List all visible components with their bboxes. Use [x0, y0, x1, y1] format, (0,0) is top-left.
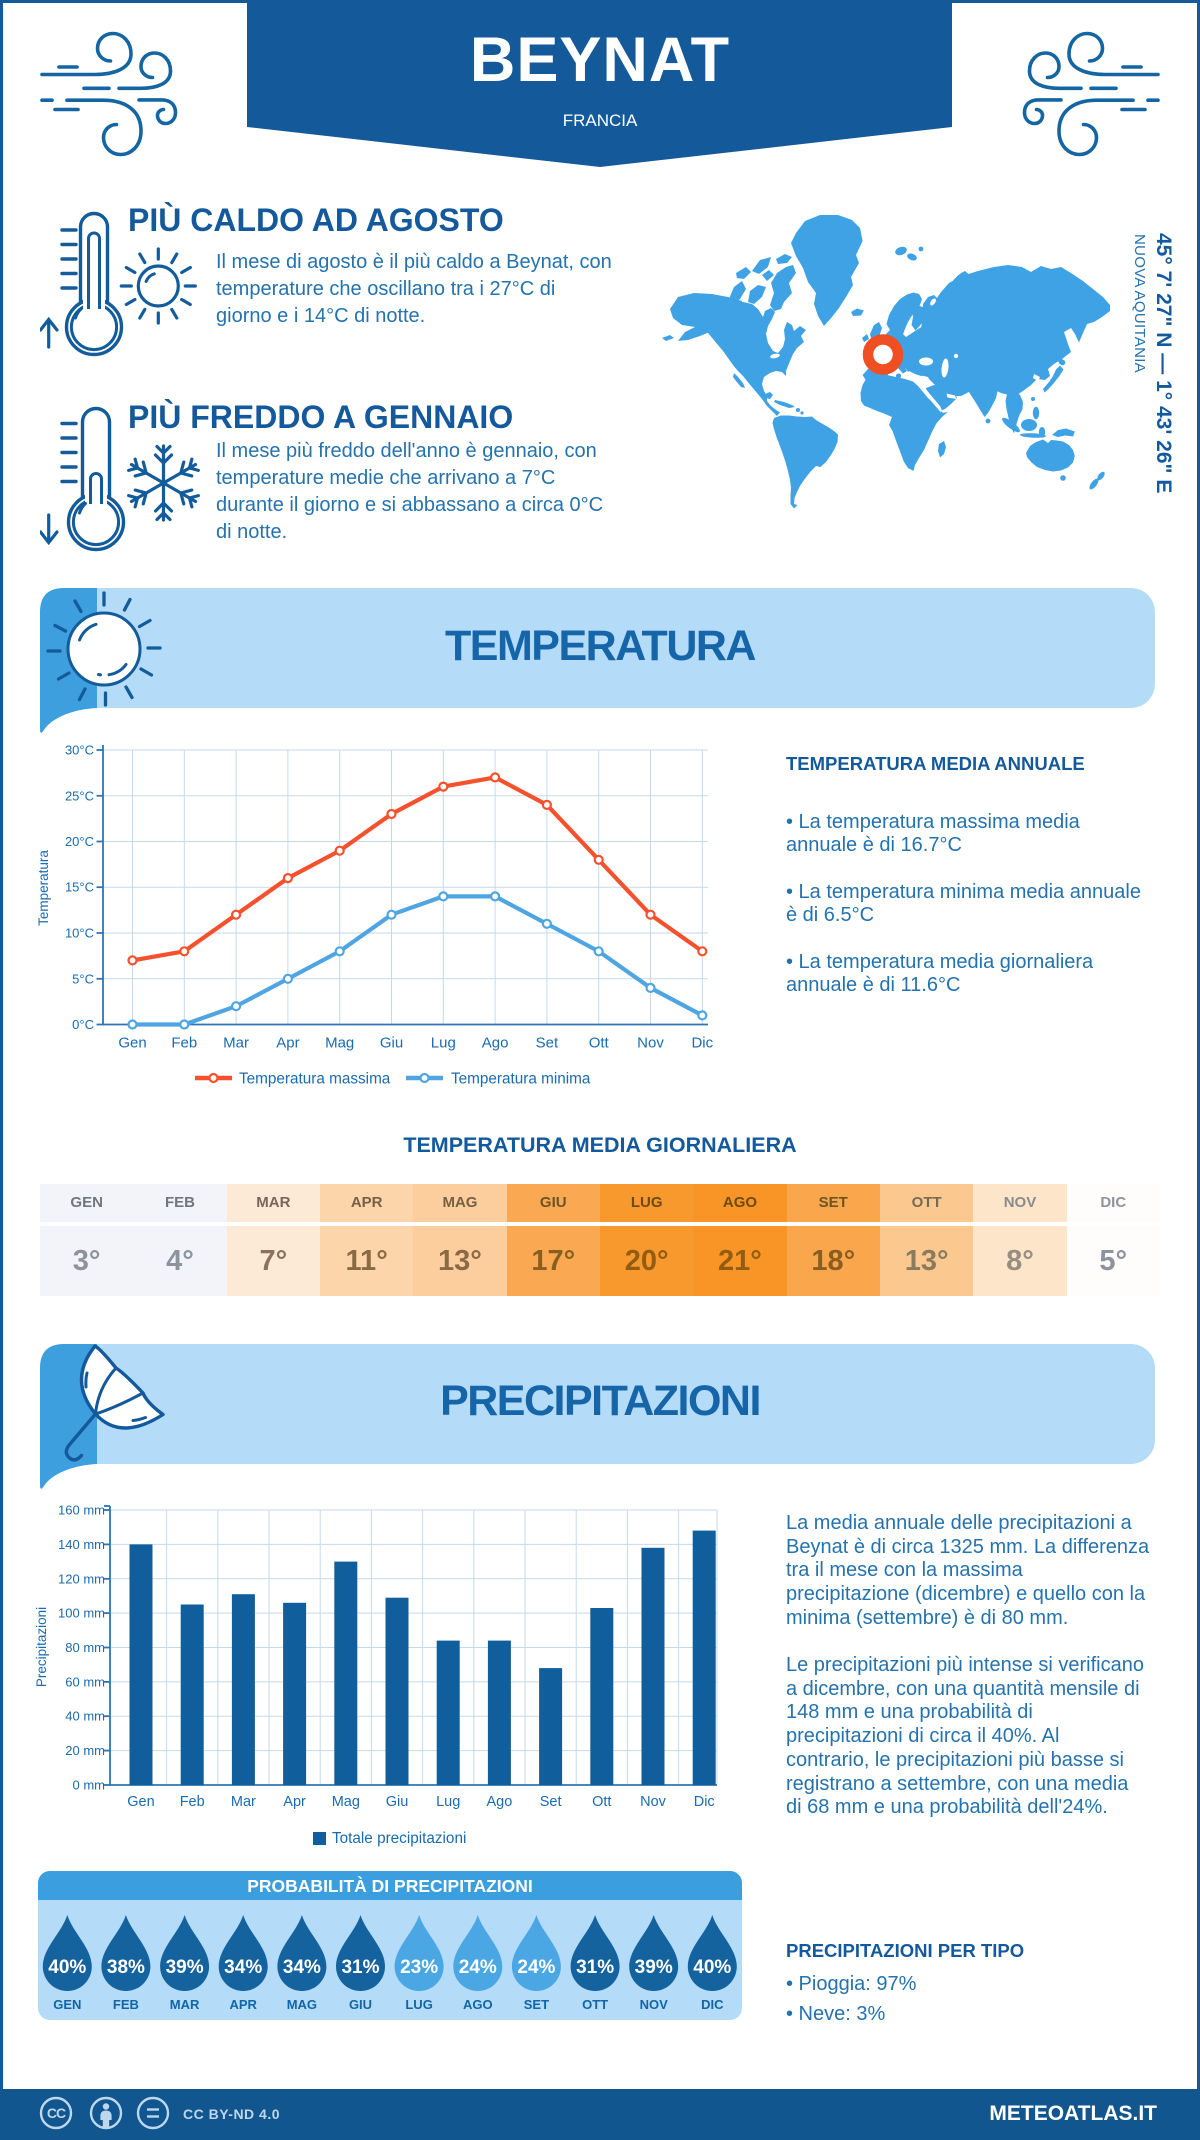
svg-text:Ott: Ott: [589, 1035, 610, 1052]
svg-text:CC: CC: [47, 2105, 66, 2121]
svg-text:Mar: Mar: [223, 1035, 249, 1052]
svg-text:31%: 31%: [576, 1957, 614, 1978]
svg-text:20 mm: 20 mm: [65, 1743, 105, 1758]
svg-text:0 mm: 0 mm: [73, 1778, 106, 1793]
svg-text:30°C: 30°C: [65, 743, 94, 758]
svg-text:DIC: DIC: [701, 1997, 724, 2012]
svg-text:NOV: NOV: [640, 1997, 669, 2012]
svg-text:GIU: GIU: [349, 1997, 372, 2012]
svg-text:23%: 23%: [400, 1957, 438, 1978]
svg-text:Temperatura minima: Temperatura minima: [451, 1071, 591, 1088]
svg-text:Dic: Dic: [691, 1035, 713, 1052]
svg-text:Set: Set: [540, 1794, 562, 1810]
svg-text:5°C: 5°C: [72, 971, 94, 986]
svg-text:Feb: Feb: [180, 1794, 205, 1810]
svg-text:MAG: MAG: [287, 1997, 317, 2012]
svg-text:39%: 39%: [635, 1957, 673, 1978]
svg-text:APR: APR: [229, 1997, 257, 2012]
svg-text:Ago: Ago: [482, 1035, 509, 1052]
svg-text:Precipitazioni: Precipitazioni: [34, 1607, 49, 1687]
svg-text:34%: 34%: [283, 1957, 321, 1978]
svg-text:24%: 24%: [459, 1957, 497, 1978]
svg-text:Mag: Mag: [332, 1794, 360, 1810]
svg-text:40%: 40%: [48, 1957, 86, 1978]
svg-text:OTT: OTT: [582, 1997, 608, 2012]
svg-text:Apr: Apr: [283, 1794, 306, 1810]
svg-text:Nov: Nov: [637, 1035, 664, 1052]
svg-text:60 mm: 60 mm: [65, 1674, 105, 1689]
svg-text:100 mm: 100 mm: [58, 1606, 105, 1621]
svg-text:FEB: FEB: [113, 1997, 139, 2012]
svg-text:Gen: Gen: [118, 1035, 146, 1052]
svg-text:20°C: 20°C: [65, 834, 94, 849]
svg-text:40 mm: 40 mm: [65, 1709, 105, 1724]
svg-text:140 mm: 140 mm: [58, 1537, 105, 1552]
svg-text:Lug: Lug: [436, 1794, 460, 1810]
svg-text:Giu: Giu: [386, 1794, 409, 1810]
svg-text:Apr: Apr: [276, 1035, 299, 1052]
svg-text:31%: 31%: [341, 1957, 379, 1978]
svg-text:Mar: Mar: [231, 1794, 256, 1810]
svg-text:34%: 34%: [224, 1957, 262, 1978]
svg-text:15°C: 15°C: [65, 880, 94, 895]
svg-text:24%: 24%: [517, 1957, 555, 1978]
svg-text:10°C: 10°C: [65, 926, 94, 941]
svg-text:Mag: Mag: [325, 1035, 354, 1052]
svg-text:80 mm: 80 mm: [65, 1640, 105, 1655]
svg-text:Gen: Gen: [127, 1794, 154, 1810]
svg-text:120 mm: 120 mm: [58, 1571, 105, 1586]
svg-text:25°C: 25°C: [65, 788, 94, 803]
svg-text:160 mm: 160 mm: [58, 1503, 105, 1518]
svg-text:Ago: Ago: [486, 1794, 512, 1810]
svg-text:MAR: MAR: [170, 1997, 200, 2012]
svg-text:Lug: Lug: [431, 1035, 456, 1052]
svg-text:Ott: Ott: [592, 1794, 611, 1810]
svg-text:SET: SET: [524, 1997, 549, 2012]
svg-text:LUG: LUG: [405, 1997, 432, 2012]
svg-text:Temperatura massima: Temperatura massima: [239, 1071, 391, 1088]
svg-text:GEN: GEN: [53, 1997, 81, 2012]
svg-text:Giu: Giu: [380, 1035, 403, 1052]
svg-text:AGO: AGO: [463, 1997, 493, 2012]
svg-text:39%: 39%: [166, 1957, 204, 1978]
svg-text:40%: 40%: [693, 1957, 731, 1978]
svg-text:Nov: Nov: [640, 1794, 667, 1810]
svg-text:38%: 38%: [107, 1957, 145, 1978]
svg-text:Temperatura: Temperatura: [36, 850, 51, 926]
svg-text:0°C: 0°C: [72, 1017, 94, 1032]
svg-text:Dic: Dic: [694, 1794, 715, 1810]
svg-text:Set: Set: [536, 1035, 559, 1052]
svg-text:Feb: Feb: [171, 1035, 197, 1052]
